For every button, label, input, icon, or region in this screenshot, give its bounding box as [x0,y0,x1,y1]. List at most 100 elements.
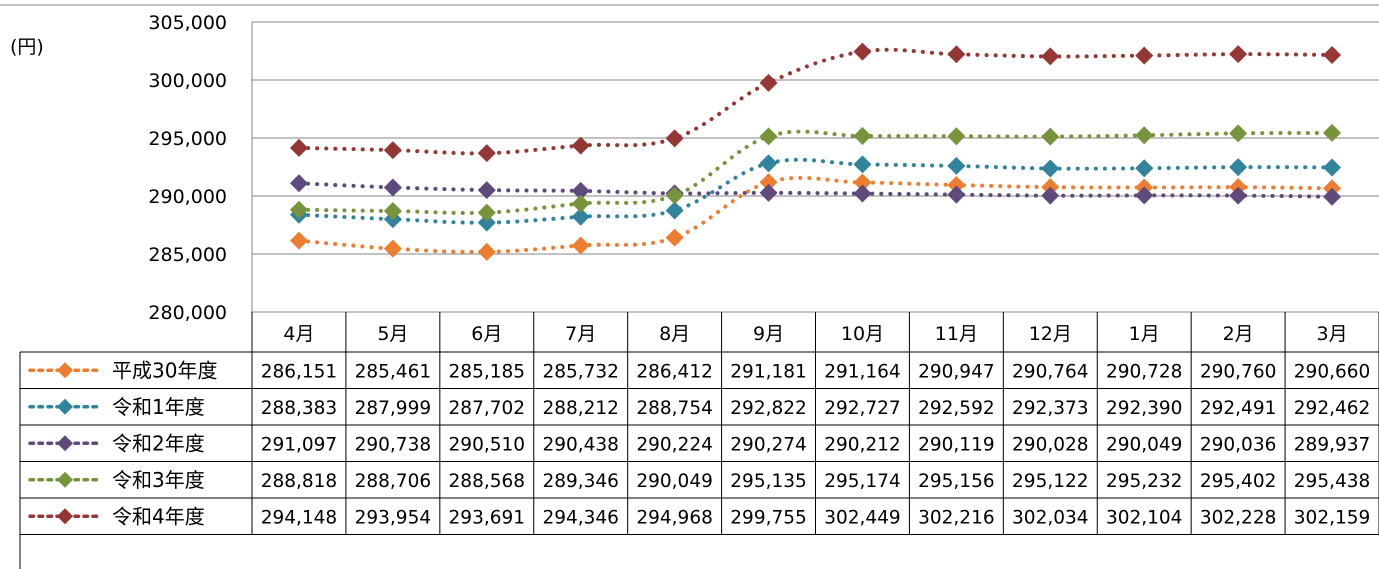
data-point-marker [1135,159,1154,178]
data-point-marker [853,155,872,174]
series-lines [289,42,1342,261]
table-cell-value: 288,818 [261,471,338,492]
data-point-marker [759,73,778,92]
legend-series-name: 平成30年度 [112,358,217,382]
data-point-marker [383,178,402,197]
table-cell-value: 302,034 [1012,507,1089,528]
y-tick-label: 290,000 [148,186,227,208]
table-cell-value: 294,346 [542,507,619,528]
data-point-marker [947,156,966,175]
x-category-label: 8月 [659,323,690,345]
table-cell-value: 291,181 [730,361,807,382]
data-point-marker [289,138,308,157]
table-cell-value: 293,954 [355,507,432,528]
data-point-marker [571,181,590,200]
x-category-label: 6月 [471,323,502,345]
table-cell-value: 288,568 [449,471,526,492]
table-cell-value: 287,999 [355,398,432,419]
legend-key-marker [57,471,73,488]
x-category-label: 9月 [753,323,784,345]
table-cell-value: 290,764 [1012,361,1089,382]
table-cell-value: 292,373 [1012,398,1089,419]
table-cell-value: 302,228 [1200,507,1277,528]
x-category-label: 10月 [841,323,884,345]
data-point-marker [665,201,684,220]
table-cell-value: 288,212 [542,398,619,419]
table-cell-value: 285,461 [355,361,432,382]
table-cell-value: 285,185 [449,361,526,382]
table-cell-value: 290,224 [636,434,713,455]
table-cell-value: 292,822 [730,398,807,419]
table-cell-value: 286,151 [261,361,338,382]
data-point-marker [477,203,496,222]
data-point-marker [947,45,966,64]
data-point-marker [1229,45,1248,64]
table-cell-value: 294,968 [636,507,713,528]
data-point-marker [1229,158,1248,177]
table-cell-value: 290,438 [542,434,619,455]
data-point-marker [1229,186,1248,205]
data-point-marker [289,231,308,250]
data-point-marker [853,184,872,203]
data-point-marker [1323,123,1342,142]
table-cell-value: 290,049 [1106,434,1183,455]
data-point-marker [383,239,402,258]
y-axis-tick-labels: 280,000 285,000 290,000 295,000 300,000 305,0… [148,12,227,324]
table-cell-value: 285,732 [542,361,619,382]
data-point-marker [1229,124,1248,143]
data-point-marker [1135,126,1154,145]
data-point-marker [665,228,684,247]
table-cell-value: 290,119 [918,434,995,455]
table-cell-value: 288,754 [636,398,713,419]
table-cell-value: 292,727 [824,398,901,419]
table-cell-value: 290,049 [636,471,713,492]
x-category-label: 1月 [1129,323,1160,345]
table-cell-value: 292,592 [918,398,995,419]
table-cell-value: 302,449 [824,507,901,528]
y-tick-label: 280,000 [148,302,227,324]
data-point-marker [947,127,966,146]
y-axis-unit-label: (円) [10,36,44,58]
data-point-marker [1323,187,1342,206]
table-cell-value: 295,174 [824,471,901,492]
data-point-marker [759,173,778,192]
data-point-marker [759,127,778,146]
data-point-marker [853,126,872,145]
x-category-label: 3月 [1316,323,1347,345]
series-group [289,173,1342,261]
series-group [289,174,1342,206]
table-cell-value: 288,706 [355,471,432,492]
table-cell-value: 299,755 [730,507,807,528]
data-point-marker [853,173,872,192]
table-cell-value: 290,028 [1012,434,1089,455]
x-category-label: 7月 [565,323,596,345]
data-point-marker [571,136,590,155]
table-cell-value: 292,462 [1294,398,1371,419]
data-point-marker [1323,158,1342,177]
table-cell-value: 295,438 [1294,471,1371,492]
data-point-marker [665,129,684,148]
data-point-marker [1041,186,1060,205]
data-point-marker [477,181,496,200]
data-point-marker [759,154,778,173]
data-point-marker [1041,47,1060,66]
table-cell-value: 290,510 [449,434,526,455]
table-cell-value: 295,156 [918,471,995,492]
data-point-marker [477,144,496,163]
x-category-label: 11月 [935,323,978,345]
data-point-marker [477,213,496,232]
data-point-marker [853,42,872,61]
data-point-marker [571,236,590,255]
table-cell-value: 290,738 [355,434,432,455]
series-group [289,123,1342,222]
table-cell-value: 295,122 [1012,471,1089,492]
data-point-marker [383,202,402,221]
table-cell-value: 290,036 [1200,434,1277,455]
table-cell-value: 292,491 [1200,398,1277,419]
table-cell-value: 291,097 [261,434,338,455]
legend-key-marker [57,435,73,452]
table-cell-value: 295,232 [1106,471,1183,492]
series-line [296,181,1335,199]
table-cell-value: 290,728 [1106,361,1183,382]
data-point-marker [1041,127,1060,146]
